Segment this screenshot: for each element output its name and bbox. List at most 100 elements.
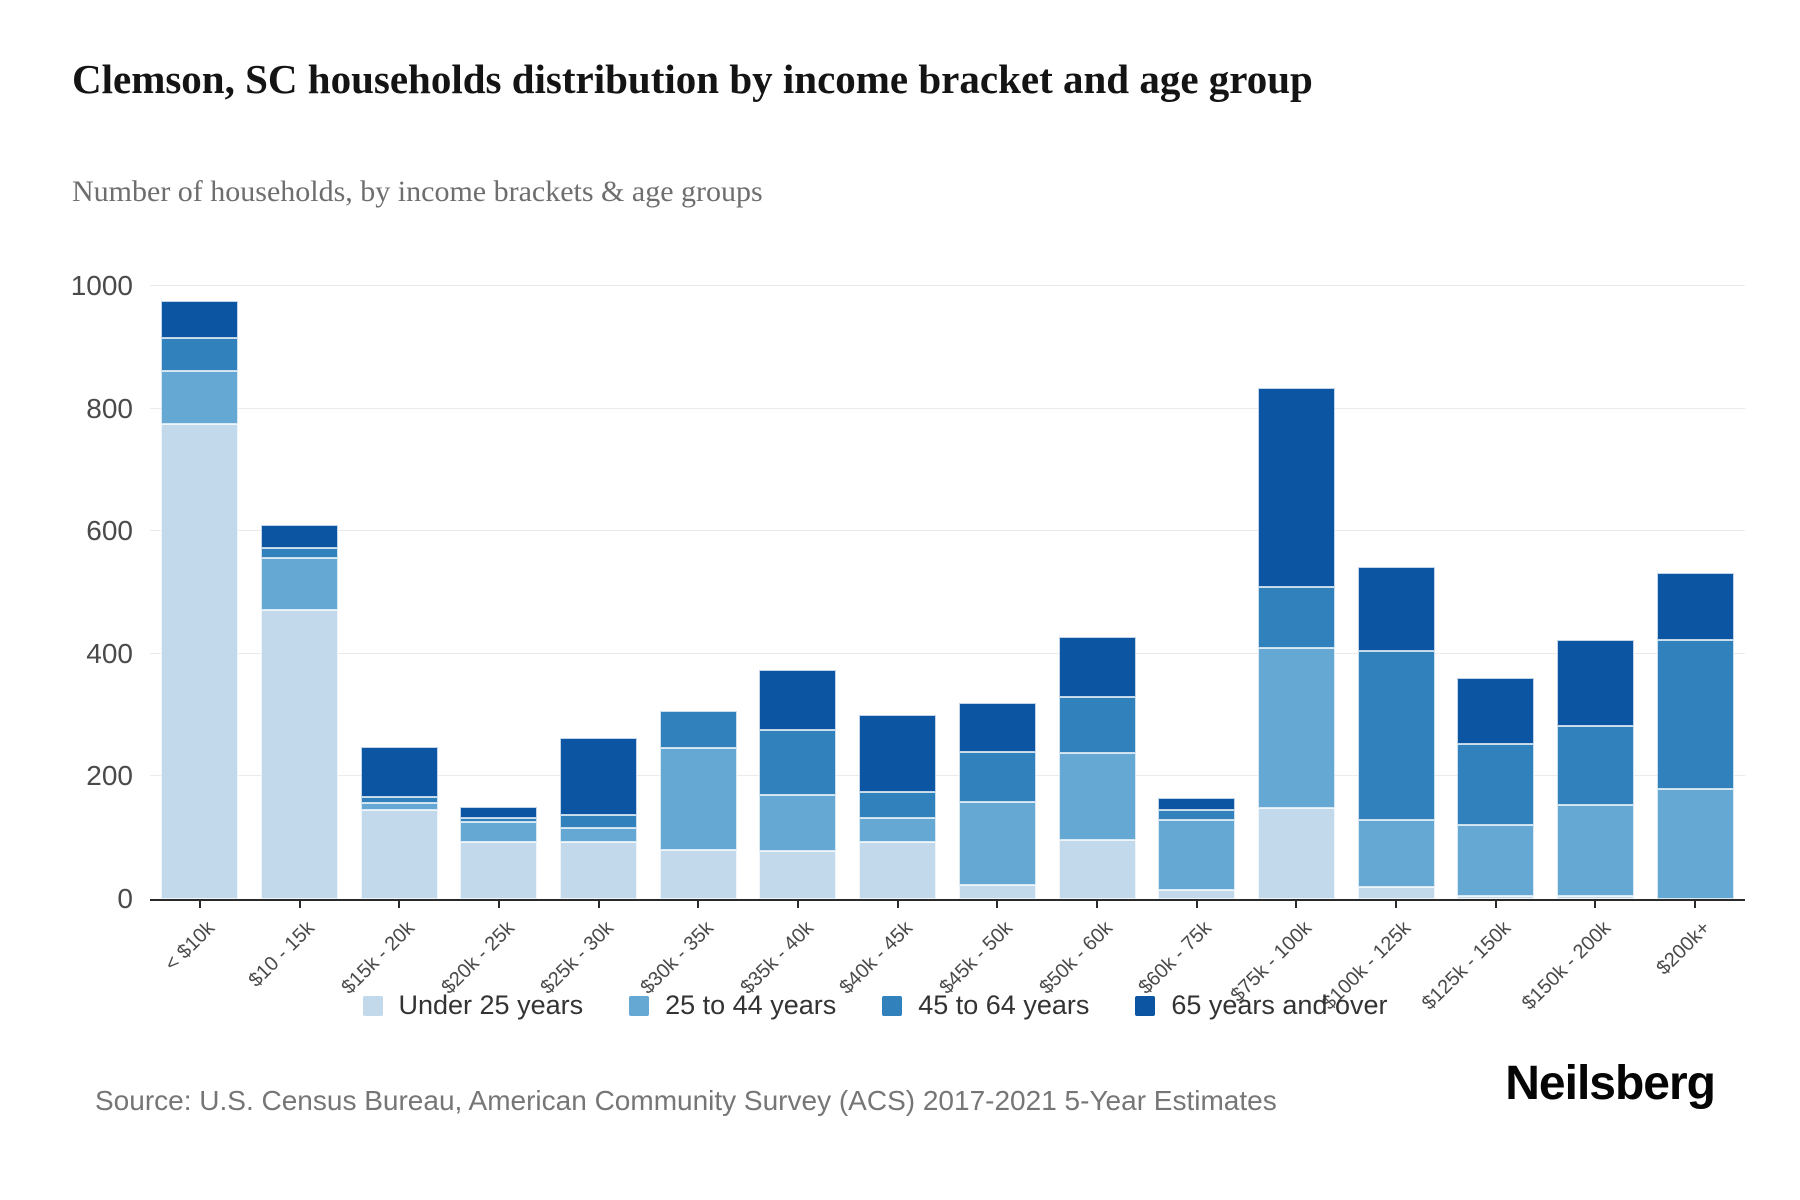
bar-$75k - 100k[interactable] — [1257, 387, 1335, 899]
bar-< $10k[interactable] — [161, 300, 239, 899]
segment-65-years-and-over[interactable] — [1556, 639, 1634, 727]
bar-$15k - 20k[interactable] — [360, 747, 438, 899]
segment-45-to-64-years[interactable] — [1556, 726, 1634, 806]
segment-65-years-and-over[interactable] — [759, 669, 837, 730]
segment-65-years-and-over[interactable] — [360, 747, 438, 797]
segment-45-to-64-years[interactable] — [1158, 810, 1236, 820]
bar-$100k - 125k[interactable] — [1357, 566, 1435, 899]
segment-under-25-years[interactable] — [360, 810, 438, 899]
bar-$20k - 25k[interactable] — [460, 807, 538, 899]
bar-$125k - 150k[interactable] — [1457, 677, 1535, 899]
segment-65-years-and-over[interactable] — [161, 300, 239, 338]
bar-$35k - 40k[interactable] — [759, 669, 837, 899]
legend-label: 25 to 44 years — [665, 990, 837, 1020]
segment-25-to-44-years[interactable] — [1257, 647, 1335, 808]
segment-25-to-44-years[interactable] — [560, 827, 638, 842]
bar-$10 - 15k[interactable] — [261, 524, 339, 899]
segment-25-to-44-years[interactable] — [460, 821, 538, 842]
segment-45-to-64-years[interactable] — [759, 729, 837, 795]
segment-under-25-years[interactable] — [560, 842, 638, 899]
segment-45-to-64-years[interactable] — [958, 751, 1036, 803]
segment-25-to-44-years[interactable] — [1556, 805, 1634, 896]
segment-65-years-and-over[interactable] — [859, 715, 937, 793]
segment-65-years-and-over[interactable] — [958, 702, 1036, 752]
bar-$45k - 50k[interactable] — [958, 702, 1036, 899]
y-tick-label-800: 800 — [86, 392, 133, 424]
legend-item-45-to-64-years[interactable]: 45 to 64 years — [882, 990, 1089, 1021]
segment-65-years-and-over[interactable] — [1656, 572, 1734, 640]
segment-25-to-44-years[interactable] — [1656, 789, 1734, 899]
segment-under-25-years[interactable] — [958, 884, 1036, 899]
segment-25-to-44-years[interactable] — [261, 558, 339, 610]
segment-25-to-44-years[interactable] — [1058, 753, 1136, 841]
segment-under-25-years[interactable] — [1457, 895, 1535, 899]
segment-under-25-years[interactable] — [859, 842, 937, 899]
bar-$200k+[interactable] — [1656, 572, 1734, 899]
segment-45-to-64-years[interactable] — [1058, 696, 1136, 754]
segment-65-years-and-over[interactable] — [560, 737, 638, 816]
segment-45-to-64-years[interactable] — [859, 792, 937, 819]
x-tick — [796, 901, 799, 908]
segment-under-25-years[interactable] — [1257, 807, 1335, 899]
segment-45-to-64-years[interactable] — [1656, 639, 1734, 790]
segment-45-to-64-years[interactable] — [1457, 743, 1535, 825]
segment-under-25-years[interactable] — [460, 842, 538, 899]
bar-$60k - 75k[interactable] — [1158, 797, 1236, 899]
bar-$25k - 30k[interactable] — [560, 737, 638, 899]
segment-25-to-44-years[interactable] — [958, 802, 1036, 885]
x-tick-label-$20k - 25k: $20k - 25k — [436, 917, 519, 999]
segment-under-25-years[interactable] — [261, 609, 339, 899]
segment-45-to-64-years[interactable] — [161, 337, 239, 371]
bar-$30k - 35k[interactable] — [659, 710, 737, 899]
segment-under-25-years[interactable] — [659, 849, 737, 899]
x-tick — [497, 901, 500, 908]
bar-slot — [748, 286, 848, 899]
segment-under-25-years[interactable] — [1158, 889, 1236, 899]
segment-45-to-64-years[interactable] — [1257, 587, 1335, 648]
bar-$50k - 60k[interactable] — [1058, 636, 1136, 899]
bar-$40k - 45k[interactable] — [859, 715, 937, 899]
gridline-200 — [150, 775, 1745, 777]
bar-slot — [250, 286, 350, 899]
segment-65-years-and-over[interactable] — [460, 807, 538, 819]
segment-25-to-44-years[interactable] — [1357, 819, 1435, 887]
y-tick-label-0: 0 — [117, 883, 133, 914]
segment-under-25-years[interactable] — [1357, 886, 1435, 899]
segment-45-to-64-years[interactable] — [560, 815, 638, 828]
segment-25-to-44-years[interactable] — [759, 794, 837, 852]
segment-45-to-64-years[interactable] — [261, 547, 339, 559]
segment-45-to-64-years[interactable] — [460, 818, 538, 822]
x-tick-label-$30k - 35k: $30k - 35k — [636, 917, 718, 999]
bar-slot — [349, 286, 449, 899]
segment-25-to-44-years[interactable] — [161, 370, 239, 424]
segment-under-25-years[interactable] — [161, 423, 239, 899]
segment-25-to-44-years[interactable] — [1457, 824, 1535, 896]
segment-under-25-years[interactable] — [759, 851, 837, 899]
segment-45-to-64-years[interactable] — [1357, 650, 1435, 820]
legend-item-65-years-and-over[interactable]: 65 years and over — [1135, 990, 1388, 1021]
segment-45-to-64-years[interactable] — [360, 796, 438, 803]
x-tick-label-$200k+: $200k+ — [1652, 917, 1715, 980]
segment-25-to-44-years[interactable] — [659, 748, 737, 850]
segment-65-years-and-over[interactable] — [1357, 566, 1435, 651]
bar-slot — [848, 286, 948, 899]
segment-65-years-and-over[interactable] — [1058, 636, 1136, 697]
page-title: Clemson, SC households distribution by i… — [72, 56, 1313, 102]
segment-25-to-44-years[interactable] — [859, 818, 937, 842]
segment-65-years-and-over[interactable] — [1257, 387, 1335, 588]
segment-under-25-years[interactable] — [1058, 840, 1136, 899]
bars-container — [150, 286, 1745, 899]
segment-65-years-and-over[interactable] — [1457, 677, 1535, 744]
segment-25-to-44-years[interactable] — [1158, 819, 1236, 890]
legend-label: 65 years and over — [1171, 990, 1388, 1020]
segment-45-to-64-years[interactable] — [659, 710, 737, 749]
bar-slot — [1247, 286, 1347, 899]
segment-65-years-and-over[interactable] — [261, 524, 339, 548]
segment-65-years-and-over[interactable] — [1158, 797, 1236, 811]
segment-under-25-years[interactable] — [1556, 895, 1634, 899]
legend-item-25-to-44-years[interactable]: 25 to 44 years — [629, 990, 836, 1021]
bar-$150k - 200k[interactable] — [1556, 639, 1634, 899]
x-tick-label-$60k - 75k: $60k - 75k — [1134, 917, 1217, 999]
segment-25-to-44-years[interactable] — [360, 802, 438, 811]
legend-item-under-25-years[interactable]: Under 25 years — [362, 990, 583, 1021]
